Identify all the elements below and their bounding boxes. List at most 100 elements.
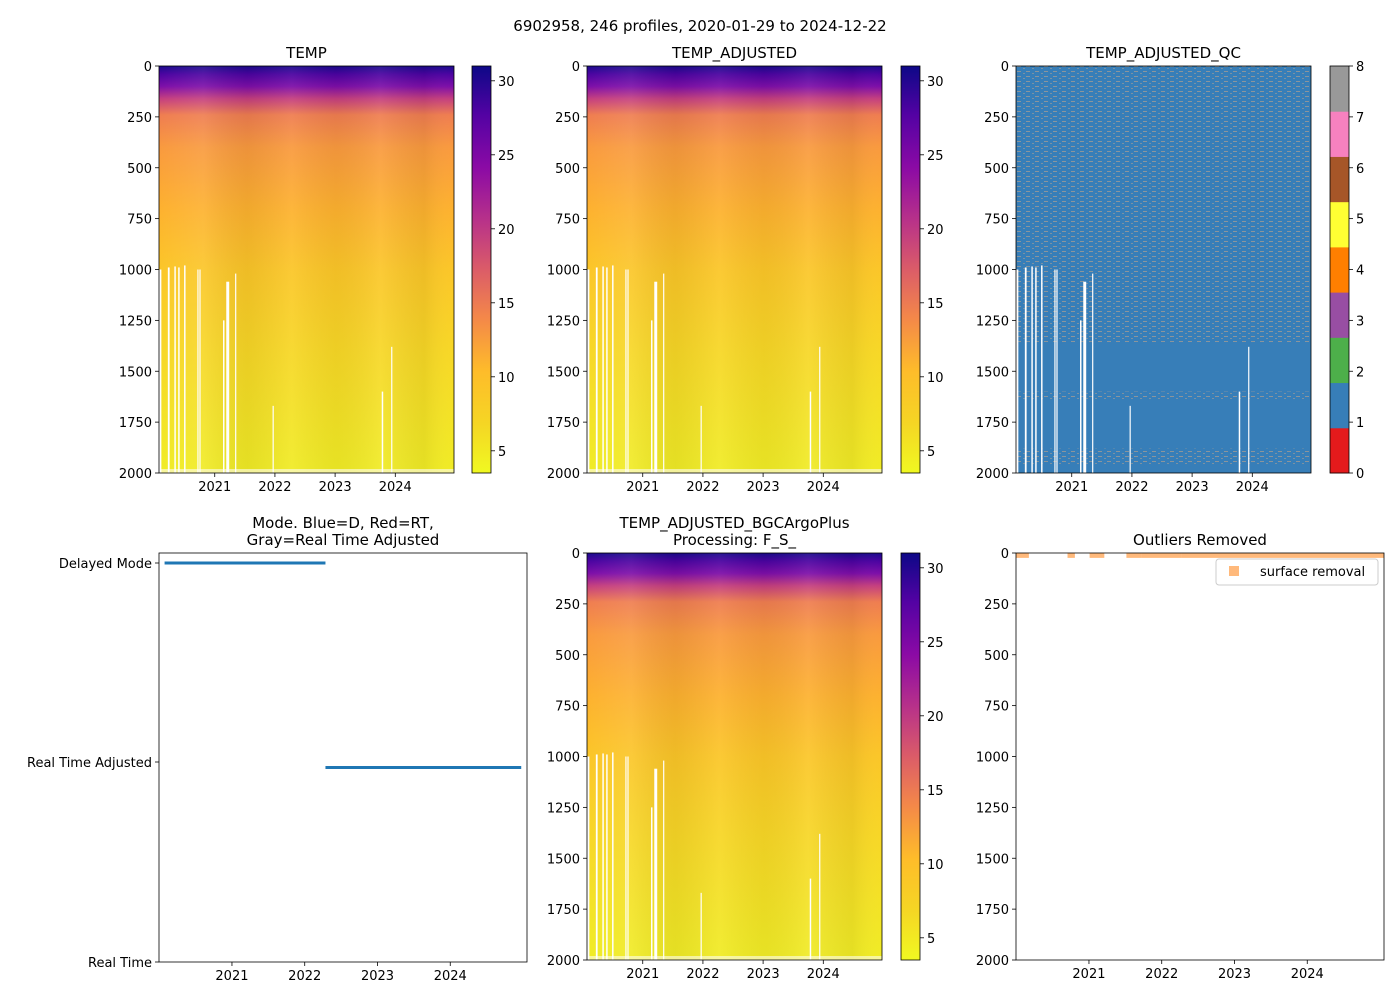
y-tick-label: 0 [572,547,580,562]
y-tick-label: 2000 [547,467,580,482]
axes-title: Processing: F_S_ [673,531,797,550]
colorbar-tick-label: 1 [1356,416,1364,431]
x-tick-label: 2023 [747,480,780,495]
y-tick-label: 1250 [976,314,1009,329]
colorbar-tick-label: 15 [927,297,944,312]
y-tick-label: 1750 [976,416,1009,431]
y-tick-label: 1750 [547,903,580,918]
y-tick-label: Real Time Adjusted [27,756,152,771]
x-tick-label: 2021 [626,967,659,982]
missing-data-gap [663,760,665,960]
missing-data-gap [587,269,590,473]
qc-flag-8-band [1016,448,1311,465]
axes-title: TEMP [285,44,327,62]
y-tick-label: 750 [555,700,580,715]
colorbar-tick-label: 4 [1356,264,1364,279]
colorbar-tick-label: 10 [498,371,515,386]
colorbar-tick-label: 5 [498,445,506,460]
y-tick-label: 500 [984,649,1009,664]
colorbar-segment [1330,201,1349,248]
panel-outliers: Outliers Removed 2021 2022 2023 2024 0 250 500 7… [976,531,1385,982]
x-tick-label: 2023 [747,967,780,982]
y-tick-label: 750 [984,213,1009,228]
colorbar: 5 10 15 20 25 30 [900,552,944,961]
y-tick-label: 1250 [547,314,580,329]
colorbar-tick-label: 20 [498,223,515,238]
axes-title: TEMP_ADJUSTED_BGCArgoPlus [618,514,849,533]
colorbar-tick-label: 5 [927,932,935,947]
missing-data-gap [700,405,702,473]
y-tick-label: 250 [555,598,580,613]
colorbar-tick-label: 30 [927,75,944,90]
missing-data-gap [612,752,614,960]
missing-data-gap [587,756,590,960]
missing-data-gap [651,320,653,473]
missing-data-gap [651,807,653,960]
missing-data-gap [595,754,598,960]
qc-flag-8-speckle [1016,66,1311,343]
missing-bottom [587,469,882,473]
x-tick-label: 2022 [1145,967,1178,982]
missing-data-gap [602,266,604,473]
x-tick-label: 2024 [434,969,467,984]
x-tick-label: 2024 [807,480,840,495]
y-tick-label: 1500 [547,852,580,867]
y-tick-label: 1000 [119,264,152,279]
colorbar-tick-label: 3 [1356,314,1364,329]
colorbar-tick-label: 5 [1356,213,1364,228]
colorbar-tick-label: 0 [1356,467,1364,482]
colorbar-tick-label: 15 [498,297,515,312]
y-tick-label: 2000 [119,467,152,482]
x-tick-label: 2021 [215,969,248,984]
colorbar-tick-label: 2 [1356,365,1364,380]
y-tick-label: 500 [555,162,580,177]
x-tick-label: 2022 [1115,480,1148,495]
outlier-points [1067,553,1075,558]
heatmap-texture [587,553,882,960]
y-tick-label: 1000 [976,264,1009,279]
missing-data-gap [627,269,629,473]
missing-data-gap [654,768,658,960]
missing-data-gap [1092,273,1094,473]
missing-data-gap [1129,405,1131,473]
y-tick-label: Real Time [88,956,152,971]
y-tick-label: 250 [127,111,152,126]
y-tick-label: 2000 [976,467,1009,482]
colorbar-tick-label: 25 [498,149,515,164]
missing-data-gap [1024,267,1027,473]
y-tick-label: 750 [984,700,1009,715]
heatmap-texture [587,66,882,473]
y-tick-label: 500 [555,649,580,664]
missing-data-gap [1080,320,1082,473]
outlier-points [1141,553,1182,558]
axes-title: TEMP_ADJUSTED [671,44,797,63]
panel-temp: TEMP 2021 2022 2023 2024 0 250 500 750 1000 1250 15… [119,44,515,495]
y-tick-label: 1750 [547,416,580,431]
y-tick-label: 0 [1001,547,1009,562]
missing-data-gap [606,754,608,960]
x-tick-label: 2022 [686,480,719,495]
axes-title: Mode. Blue=D, Red=RT, [252,514,434,532]
axes-title: Gray=Real Time Adjusted [247,531,440,549]
y-tick-label: 2000 [547,954,580,969]
missing-data-gap [1054,269,1056,473]
colorbar-gradient [900,65,921,474]
y-tick-label: 1250 [976,801,1009,816]
x-tick-label: 2024 [1236,480,1269,495]
missing-data-gap [595,267,598,473]
x-tick-label: 2023 [361,969,394,984]
colorbar-segment [1330,66,1349,112]
missing-data-gap [809,878,812,960]
y-tick-label: 1750 [119,416,152,431]
colorbar: 5 10 15 20 25 30 [471,65,515,474]
x-tick-label: 2021 [198,480,231,495]
colorbar-tick-label: 25 [927,636,944,651]
missing-data-gap [1248,346,1250,473]
missing-data-gap [199,269,201,473]
y-tick-label: 0 [572,60,580,75]
missing-data-gap [1035,267,1037,473]
x-tick-label: 2024 [379,480,412,495]
